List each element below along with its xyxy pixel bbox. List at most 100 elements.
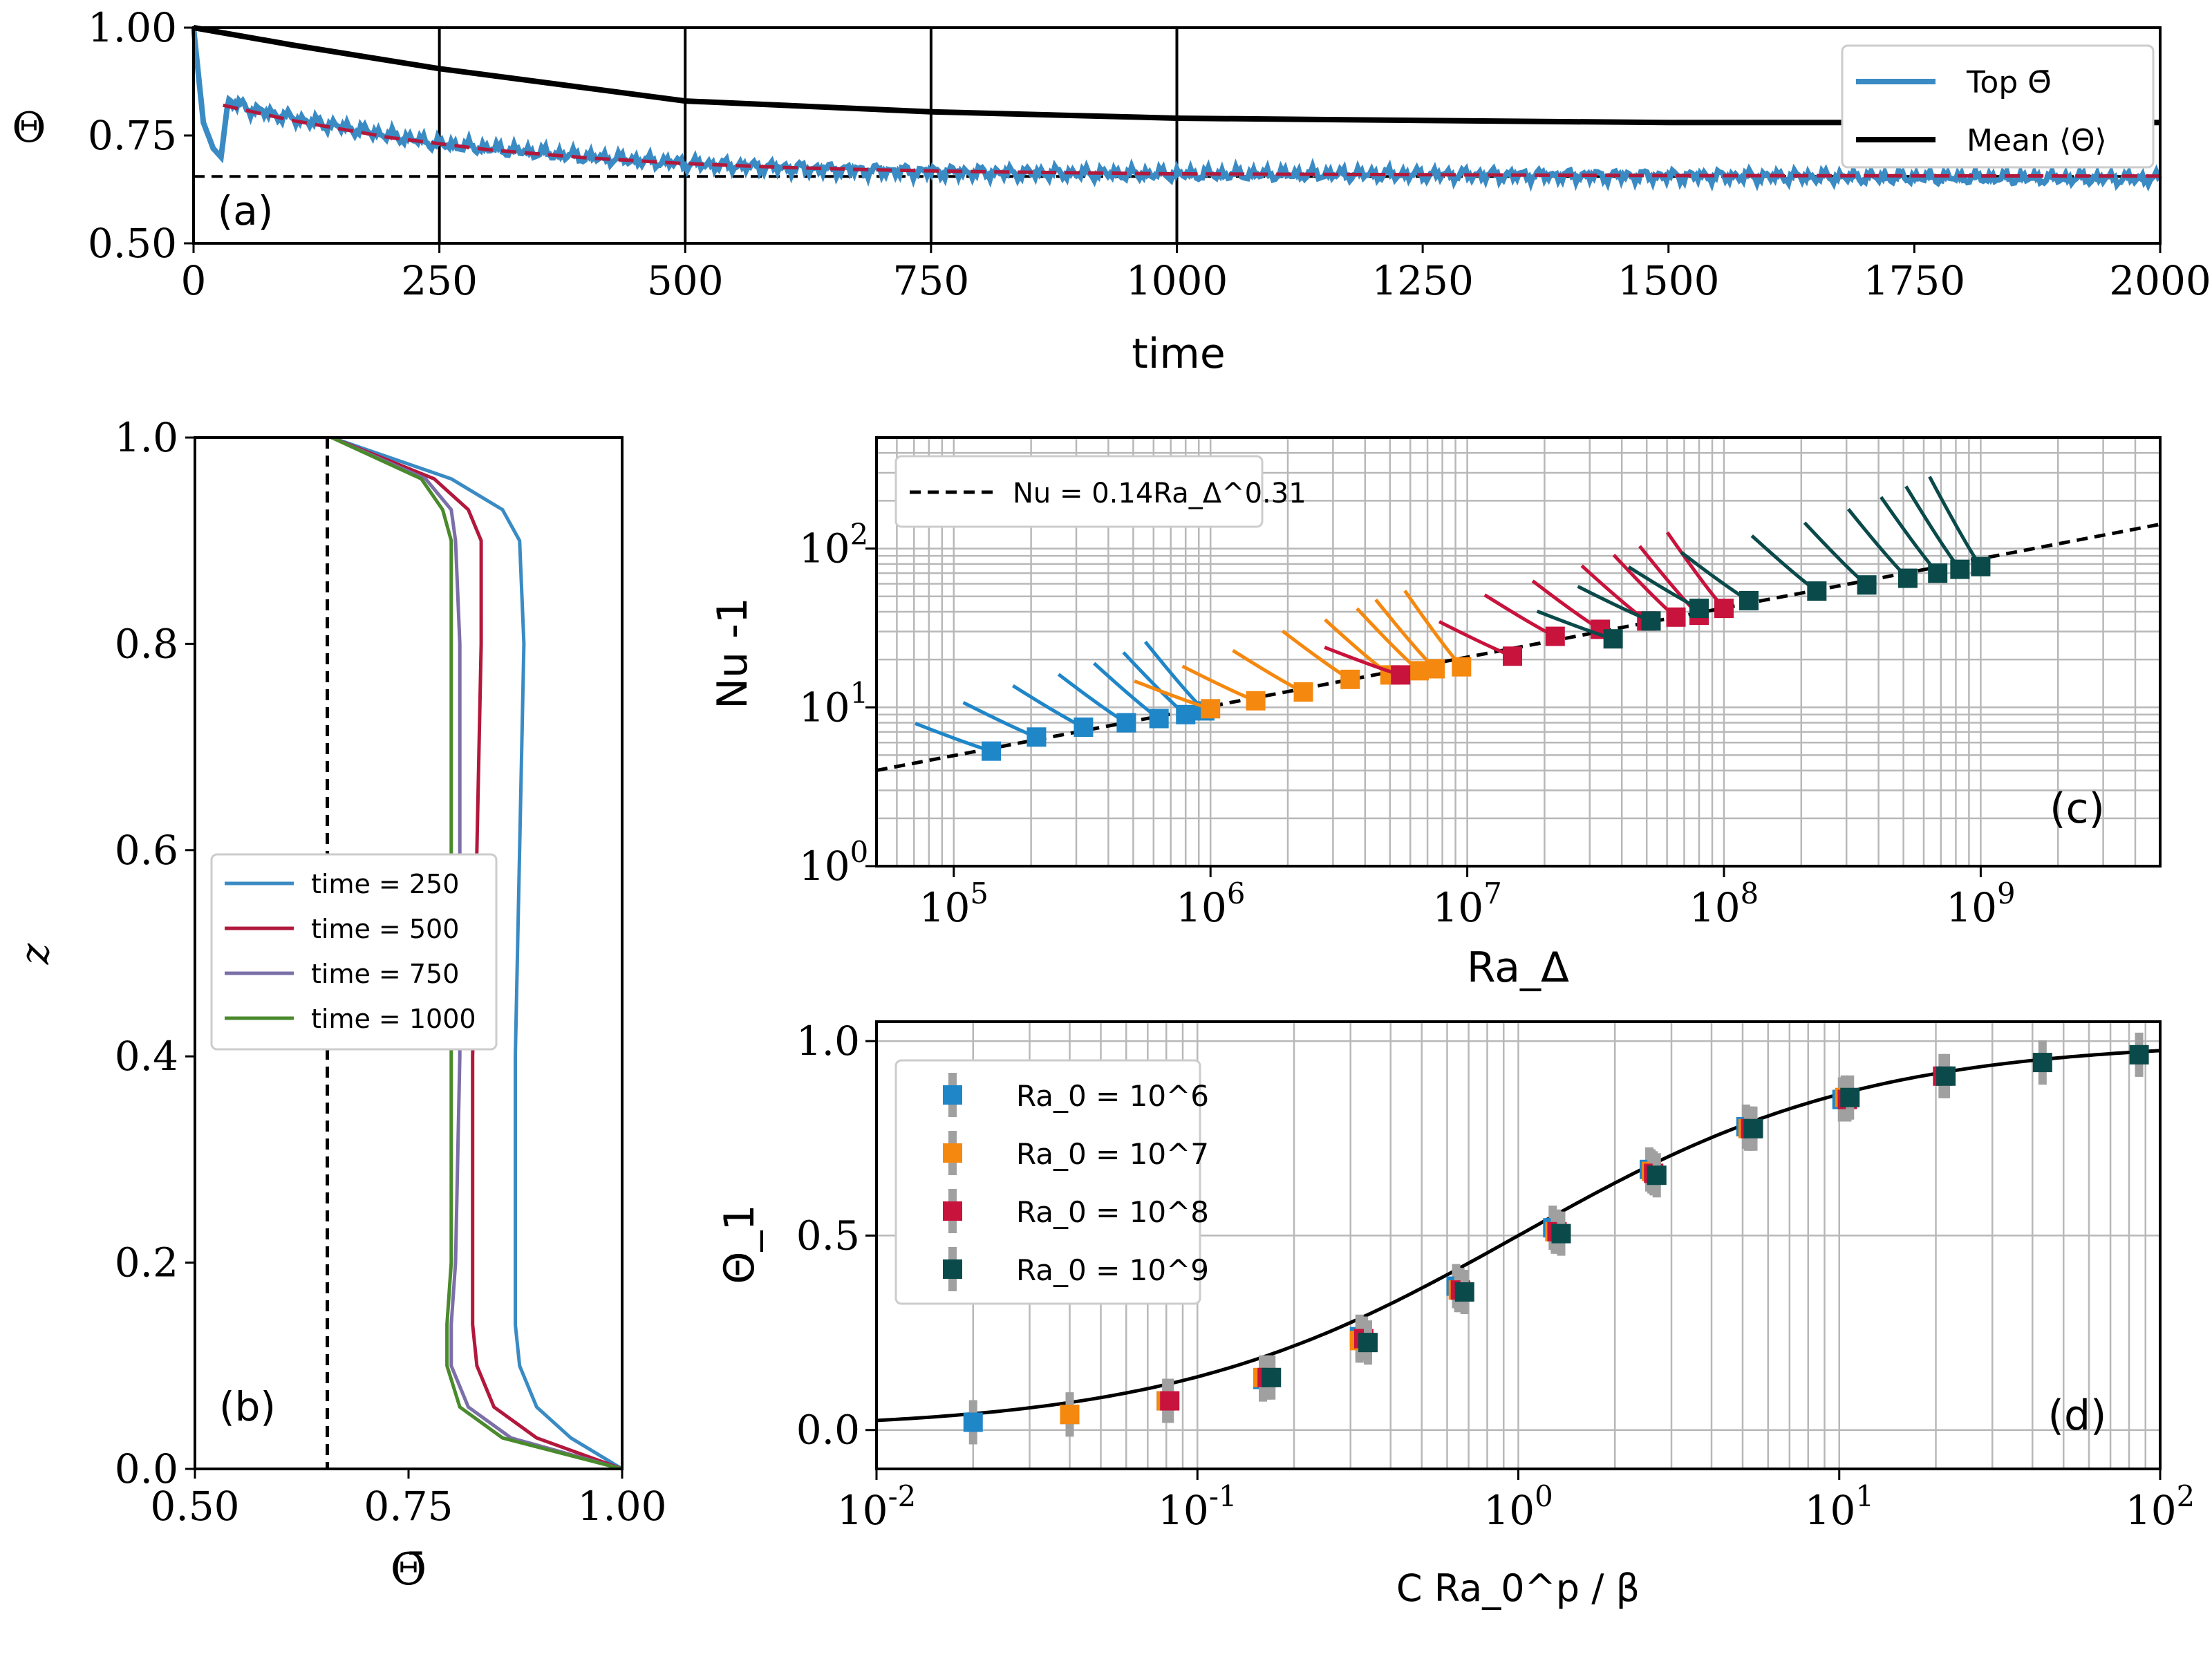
data-marker	[1074, 717, 1094, 737]
legend-label: time = 1000	[311, 1004, 476, 1034]
x-tick-label: 1.00	[577, 1483, 666, 1530]
y-tick-label: 0.75	[88, 112, 177, 159]
x-tick-label: 10-1	[1158, 1479, 1237, 1534]
transient-trajectory	[1093, 662, 1161, 720]
data-marker	[1928, 563, 1948, 583]
x-axis-label: C Ra_0^p / β	[1396, 1566, 1640, 1610]
legend-label: Nu = 0.14Ra_Δ^0.31	[1013, 478, 1306, 509]
profile-line	[330, 435, 623, 1471]
transient-trajectory	[1904, 485, 1962, 571]
series-line-mean-theta	[193, 25, 2160, 126]
data-marker	[1545, 626, 1565, 646]
data-marker	[1201, 699, 1221, 719]
x-axis-label: Ra_Δ	[1467, 944, 1569, 992]
x-tick-label: 101	[1805, 1479, 1874, 1534]
data-marker	[1027, 727, 1047, 747]
legend-label: Ra_0 = 10^7	[1016, 1137, 1209, 1171]
data-marker	[1116, 713, 1136, 733]
x-tick-label: 0.50	[150, 1483, 239, 1530]
data-marker	[1936, 1066, 1956, 1086]
profile-line	[330, 435, 623, 1471]
legend-label: time = 250	[311, 869, 459, 899]
y-tick-label: 1.0	[115, 414, 178, 461]
transient-trajectory	[1680, 550, 1750, 603]
axes-frame	[875, 436, 2162, 868]
data-marker	[1738, 590, 1759, 610]
data-marker	[982, 741, 1002, 761]
y-axis-label: Θ_1	[715, 1204, 764, 1284]
x-tick-label: 107	[1432, 877, 1501, 931]
y-tick-label: 1.00	[88, 4, 177, 51]
data-marker	[1454, 1282, 1474, 1302]
data-marker	[1743, 1118, 1763, 1138]
x-tick-label: 500	[647, 257, 724, 304]
data-marker	[1293, 682, 1313, 702]
data-marker	[1641, 611, 1661, 631]
x-tick-label: 2000	[2109, 257, 2211, 304]
transient-trajectory	[1281, 629, 1351, 681]
legend-label: Ra_0 = 10^9	[1016, 1253, 1209, 1287]
panel-label: (d)	[2048, 1391, 2107, 1440]
x-tick-label: 109	[1946, 877, 2015, 931]
data-marker	[1425, 659, 1445, 679]
x-tick-label: 100	[1483, 1479, 1553, 1534]
y-tick-label: 0.0	[115, 1445, 178, 1492]
panel-label: (c)	[2050, 785, 2105, 833]
y-tick-label: 0.2	[115, 1239, 178, 1286]
y-axis-label: Θ	[12, 104, 46, 152]
data-marker	[1840, 1087, 1860, 1107]
profile-line	[330, 435, 623, 1471]
x-tick-label: 10-2	[837, 1479, 916, 1534]
data-marker	[1807, 581, 1827, 601]
data-marker	[2129, 1044, 2149, 1065]
y-tick-label: 100	[799, 835, 868, 890]
data-marker	[1452, 657, 1472, 677]
data-marker	[1897, 568, 1918, 588]
legend-marker	[943, 1085, 962, 1105]
x-tick-label: 250	[401, 257, 478, 304]
y-tick-label: 0.6	[115, 827, 178, 874]
x-tick-label: 102	[2126, 1479, 2195, 1534]
data-marker	[1647, 1165, 1667, 1185]
y-tick-label: 0.8	[115, 620, 178, 667]
data-marker	[1176, 704, 1196, 724]
data-marker	[1149, 709, 1169, 729]
panel-a-time-series: 0 250 500 750 1000 1250 1500 1750 2000 0.50 0.75 1.…	[12, 4, 2211, 378]
data-marker	[1551, 1224, 1571, 1244]
transient-trajectory	[1181, 664, 1257, 703]
data-marker	[1340, 669, 1360, 689]
panel-label: (a)	[218, 187, 274, 234]
data-marker	[1262, 1367, 1282, 1387]
data-marker	[1358, 1333, 1378, 1353]
legend-label: time = 500	[311, 914, 459, 944]
legend-box	[210, 853, 498, 1051]
y-tick-label: 101	[799, 676, 868, 731]
series-line-top-theta	[191, 27, 2162, 192]
legend-label: time = 750	[311, 959, 459, 989]
y-tick-label: 102	[799, 517, 868, 572]
x-tick-label: 106	[1176, 877, 1245, 931]
x-tick-label: 105	[919, 877, 988, 931]
x-tick-label: 0.75	[364, 1483, 453, 1530]
legend-label: Top Θ̄	[1966, 65, 2052, 100]
y-tick-label: 0.5	[796, 1212, 860, 1259]
data-marker	[1857, 575, 1877, 595]
y-tick-label: 0.50	[88, 220, 177, 267]
data-marker	[1503, 646, 1523, 666]
data-marker	[1603, 629, 1623, 649]
data-marker	[1971, 556, 1991, 577]
transient-trajectory	[1880, 496, 1940, 574]
legend-label: Ra_0 = 10^8	[1016, 1195, 1209, 1229]
data-marker	[1060, 1405, 1080, 1425]
transient-trajectory	[1232, 648, 1304, 694]
panel-b-profiles: 0.50 0.75 1.00 0.0 0.2 0.4 0.6 0.8 1.0 Θ̄ z (b) time…	[11, 414, 667, 1595]
data-marker	[1950, 559, 1970, 579]
data-marker	[963, 1412, 983, 1432]
legend-box	[894, 455, 1264, 528]
y-axis-label: Nu -1	[709, 597, 757, 709]
data-marker	[1714, 599, 1734, 619]
panel-label: (b)	[219, 1383, 276, 1430]
transient-trajectory	[1012, 684, 1085, 729]
x-tick-label: 1250	[1371, 257, 1474, 304]
